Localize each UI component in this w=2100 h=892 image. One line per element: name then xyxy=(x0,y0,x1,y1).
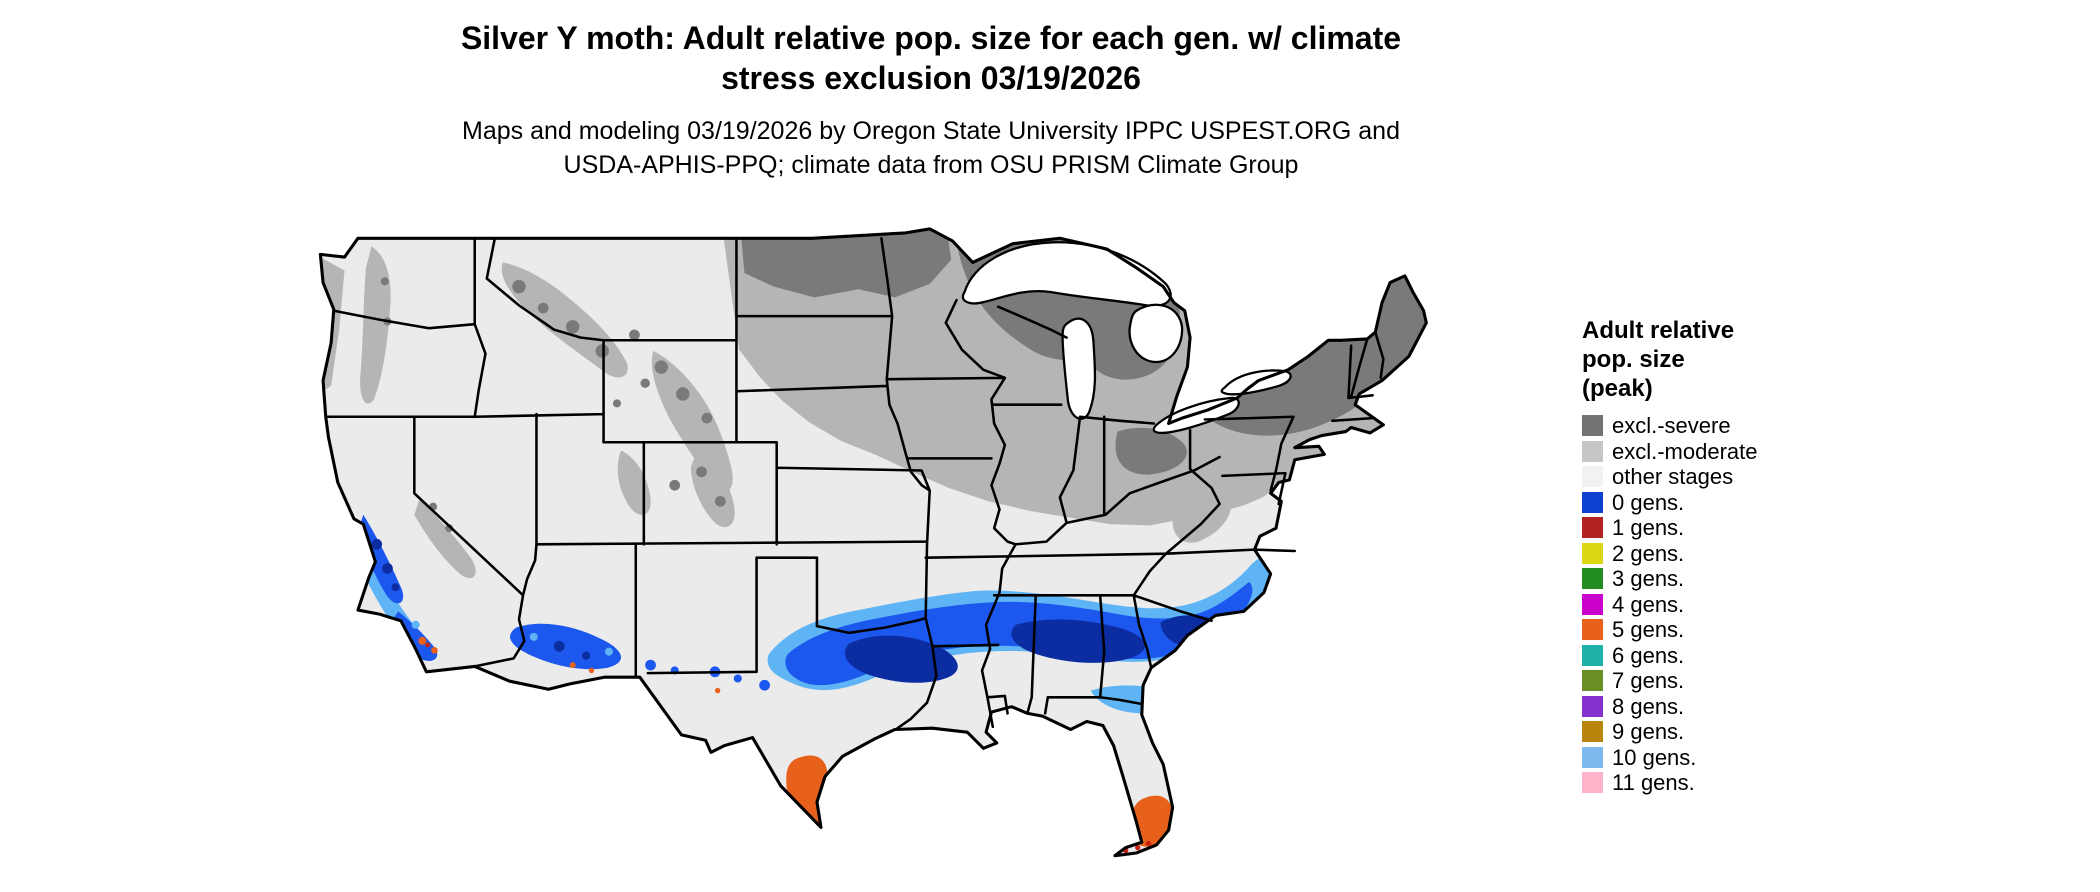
legend-row: 10 gens. xyxy=(1582,745,1842,771)
legend-swatch xyxy=(1582,593,1603,615)
legend-row: 3 gens. xyxy=(1582,566,1842,592)
lightblue-speckles xyxy=(411,620,613,656)
excl-severe-speckles xyxy=(380,277,726,533)
legend-label: 5 gens. xyxy=(1612,617,1685,643)
blue-speckles xyxy=(525,642,770,691)
legend-swatch xyxy=(1582,415,1603,437)
legend-label: 6 gens. xyxy=(1612,642,1685,668)
conus-outline xyxy=(318,227,1428,858)
legend-swatch xyxy=(1582,491,1603,513)
blue-az-band xyxy=(510,623,622,670)
legend-label: 2 gens. xyxy=(1612,540,1685,566)
legend-title-line2: pop. size xyxy=(1582,346,1685,373)
legend-row: other stages xyxy=(1582,464,1842,490)
legend-row: 7 gens. xyxy=(1582,668,1842,694)
legend-swatch xyxy=(1582,568,1603,590)
chart-header: Silver Y moth: Adult relative pop. size … xyxy=(0,18,1862,182)
map-title-line1: Silver Y moth: Adult relative pop. size … xyxy=(460,20,1402,56)
us-generation-map xyxy=(315,222,1531,880)
legend-row: 0 gens. xyxy=(1582,490,1842,516)
legend-label: other stages xyxy=(1612,464,1734,490)
legend-label: 4 gens. xyxy=(1612,591,1685,617)
legend-swatch xyxy=(1582,772,1603,794)
legend-label: 9 gens. xyxy=(1612,719,1685,745)
legend-row: 4 gens. xyxy=(1582,592,1842,618)
map-title: Silver Y moth: Adult relative pop. size … xyxy=(0,18,1862,98)
legend-swatch xyxy=(1582,746,1603,768)
blue-ca-valley xyxy=(359,514,404,604)
map-legend: Adult relative pop. size (peak) excl.-seve… xyxy=(1582,316,1842,796)
state-borders xyxy=(324,237,1385,730)
legend-label: 1 gens. xyxy=(1612,515,1685,541)
legend-title: Adult relative pop. size (peak) xyxy=(1582,316,1842,403)
legend-swatch xyxy=(1582,721,1603,743)
legend-swatch xyxy=(1582,619,1603,641)
legend-label: 3 gens. xyxy=(1612,566,1685,592)
legend-swatch xyxy=(1582,440,1603,462)
legend-title-line1: Adult relative xyxy=(1582,317,1735,344)
legend-title-line3: (peak) xyxy=(1582,375,1653,402)
map-subtitle-line2: USDA-APHIS-PPQ; climate data from OSU PR… xyxy=(563,151,1299,179)
moderate-cascades xyxy=(360,246,391,404)
legend-label: excl.-severe xyxy=(1612,413,1731,439)
legend-swatch xyxy=(1582,695,1603,717)
legend-row: 6 gens. xyxy=(1582,643,1842,669)
map-subtitle: Maps and modeling 03/19/2026 by Oregon S… xyxy=(0,114,1862,182)
legend-row: 11 gens. xyxy=(1582,770,1842,796)
legend-row: 5 gens. xyxy=(1582,617,1842,643)
legend-label: 11 gens. xyxy=(1612,770,1695,796)
legend-row: 8 gens. xyxy=(1582,694,1842,720)
legend-row: 9 gens. xyxy=(1582,719,1842,745)
moderate-sierra xyxy=(414,498,476,579)
darkblue-ms-al-ga xyxy=(1011,619,1146,663)
us-map-svg xyxy=(318,227,1428,858)
legend-label: 10 gens. xyxy=(1612,744,1697,770)
legend-row: excl.-moderate xyxy=(1582,439,1842,465)
legend-label: excl.-moderate xyxy=(1612,438,1758,464)
legend-swatch xyxy=(1582,517,1603,539)
legend-swatch xyxy=(1582,542,1603,564)
legend-row: 2 gens. xyxy=(1582,541,1842,567)
map-title-line2: stress exclusion 03/19/2026 xyxy=(721,60,1141,96)
legend-row: 1 gens. xyxy=(1582,515,1842,541)
legend-swatch xyxy=(1582,466,1603,488)
gen1-red-speckles xyxy=(425,642,1152,853)
map-fill-layers xyxy=(320,228,1427,856)
map-subtitle-line1: Maps and modeling 03/19/2026 by Oregon S… xyxy=(462,117,1400,145)
moderate-black-hills xyxy=(774,350,797,380)
darkblue-tx-la xyxy=(844,635,958,683)
legend-items: excl.-severe excl.-moderate other stages 0 … xyxy=(1582,413,1842,796)
lake-huron xyxy=(1128,303,1184,363)
lake-michigan xyxy=(1061,317,1097,420)
legend-swatch xyxy=(1582,644,1603,666)
legend-label: 8 gens. xyxy=(1612,693,1685,719)
legend-label: 7 gens. xyxy=(1612,668,1685,694)
legend-swatch xyxy=(1582,670,1603,692)
legend-row: excl.-severe xyxy=(1582,413,1842,439)
legend-label: 0 gens. xyxy=(1612,489,1685,515)
moderate-utah-ranges xyxy=(617,450,651,515)
severe-ohio xyxy=(1115,427,1187,475)
moderate-wy-ranges xyxy=(651,351,733,492)
